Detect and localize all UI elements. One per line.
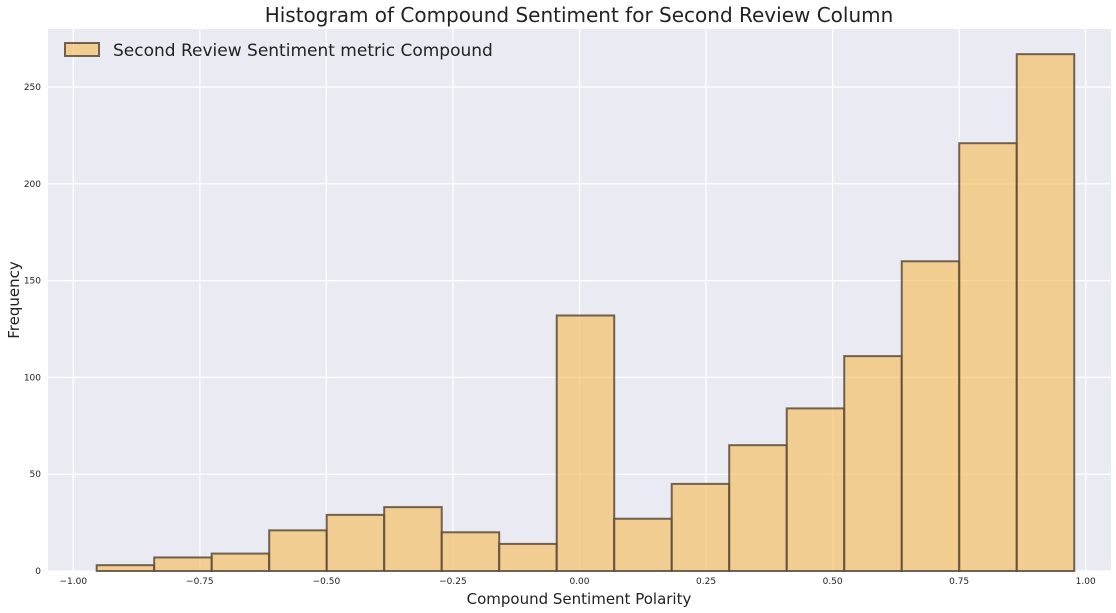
x-tick-label-6: 0.50 bbox=[823, 577, 843, 587]
histogram-bar-10 bbox=[670, 482, 731, 572]
x-axis-label: Compound Sentiment Polarity bbox=[467, 590, 692, 608]
y-axis-ticks: 0 50 100 150 200 250 bbox=[24, 83, 41, 577]
histogram-bar-5 bbox=[383, 506, 443, 572]
legend-label: Second Review Sentiment metric Compound bbox=[113, 41, 493, 61]
histogram-bar-9 bbox=[613, 517, 673, 573]
histogram-bar-12 bbox=[785, 407, 846, 572]
histogram-bar-4 bbox=[325, 513, 386, 572]
histogram-bar-7 bbox=[498, 542, 558, 573]
histogram-bar-14 bbox=[900, 260, 961, 572]
y-tick-label-3: 150 bbox=[24, 277, 41, 287]
legend-swatch bbox=[64, 42, 100, 57]
x-tick-label-2: −0.50 bbox=[313, 577, 341, 587]
x-tick-label-4: 0.00 bbox=[569, 577, 589, 587]
histogram-bar-2 bbox=[210, 552, 271, 572]
histogram-bar-6 bbox=[440, 531, 501, 572]
x-tick-label-5: 0.25 bbox=[696, 577, 716, 587]
y-tick-label-4: 200 bbox=[24, 180, 41, 190]
histogram-bars bbox=[95, 53, 1076, 573]
y-tick-label-1: 50 bbox=[30, 470, 42, 480]
legend: Second Review Sentiment metric Compound bbox=[64, 41, 493, 61]
y-axis-label: Frequency bbox=[5, 261, 23, 339]
histogram-bar-16 bbox=[1015, 53, 1076, 572]
histogram-bar-11 bbox=[728, 444, 788, 572]
histogram-bar-13 bbox=[843, 355, 903, 572]
x-tick-label-3: −0.25 bbox=[439, 577, 467, 587]
y-tick-label-0: 0 bbox=[35, 567, 41, 577]
x-tick-label-7: 0.75 bbox=[949, 577, 969, 587]
y-tick-label-2: 100 bbox=[24, 373, 41, 383]
y-tick-label-5: 250 bbox=[24, 83, 41, 93]
x-tick-label-8: 1.00 bbox=[1076, 577, 1096, 587]
histogram-bar-1 bbox=[153, 556, 213, 573]
x-tick-label-0: −1.00 bbox=[60, 577, 88, 587]
histogram-bar-8 bbox=[555, 314, 616, 572]
histogram-bar-3 bbox=[268, 529, 328, 572]
histogram-bar-0 bbox=[95, 564, 156, 573]
x-tick-label-1: −0.75 bbox=[186, 577, 214, 587]
x-axis-ticks: −1.00 −0.75 −0.50 −0.25 0.00 0.25 0.50 0.75 1.00 bbox=[60, 577, 1096, 587]
chart-title: Histogram of Compound Sentiment for Seco… bbox=[265, 3, 894, 27]
histogram-bar-15 bbox=[958, 142, 1018, 572]
